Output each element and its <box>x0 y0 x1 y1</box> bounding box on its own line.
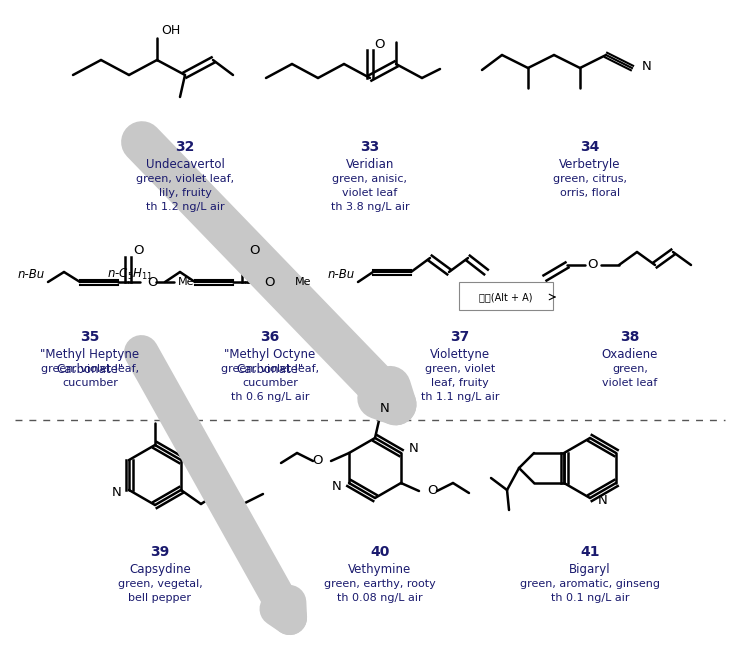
FancyBboxPatch shape <box>459 282 553 310</box>
Text: green, violet leaf,
cucumber
th 0.6 ng/L air: green, violet leaf, cucumber th 0.6 ng/L… <box>221 364 319 402</box>
Text: 37: 37 <box>451 330 470 344</box>
Text: Undecavertol: Undecavertol <box>146 158 224 171</box>
Text: Veridian: Veridian <box>346 158 394 171</box>
Text: OH: OH <box>161 24 181 37</box>
Text: Vethymine: Vethymine <box>349 563 411 576</box>
Text: Violettyne: Violettyne <box>430 348 490 361</box>
Text: N: N <box>111 485 121 498</box>
Text: 39: 39 <box>150 545 169 559</box>
Text: O: O <box>374 37 385 50</box>
Text: Oxadiene: Oxadiene <box>602 348 658 361</box>
Text: 32: 32 <box>175 140 195 154</box>
Text: green, aromatic, ginseng
th 0.1 ng/L air: green, aromatic, ginseng th 0.1 ng/L air <box>520 579 660 603</box>
Text: 34: 34 <box>580 140 599 154</box>
Text: n-C$_5$H$_{11}$: n-C$_5$H$_{11}$ <box>107 266 153 282</box>
Text: green, earthy, rooty
th 0.08 ng/L air: green, earthy, rooty th 0.08 ng/L air <box>324 579 436 603</box>
Text: O: O <box>427 485 437 498</box>
Text: green, anisic,
violet leaf
th 3.8 ng/L air: green, anisic, violet leaf th 3.8 ng/L a… <box>331 174 409 212</box>
Text: 40: 40 <box>370 545 390 559</box>
Text: N: N <box>380 402 390 415</box>
Text: N: N <box>642 60 652 73</box>
Text: N: N <box>598 494 608 508</box>
Text: green, citrus,
orris, floral: green, citrus, orris, floral <box>553 174 627 198</box>
Text: N: N <box>409 443 419 455</box>
Text: O: O <box>133 243 144 256</box>
Text: 截图(Alt + A): 截图(Alt + A) <box>480 292 533 302</box>
Text: "Methyl Octyne
Carbonate": "Methyl Octyne Carbonate" <box>224 348 316 376</box>
Text: O: O <box>249 243 260 256</box>
Text: O: O <box>147 275 158 288</box>
Text: green,
violet leaf: green, violet leaf <box>602 364 658 388</box>
Text: "Methyl Heptyne
Carbonate": "Methyl Heptyne Carbonate" <box>41 348 140 376</box>
Text: n-Bu: n-Bu <box>18 267 45 281</box>
Text: O: O <box>264 275 275 288</box>
Text: Me: Me <box>178 277 195 287</box>
Text: O: O <box>588 258 598 271</box>
Text: 35: 35 <box>81 330 100 344</box>
Text: O: O <box>312 455 323 468</box>
Text: green, violet
leaf, fruity
th 1.1 ng/L air: green, violet leaf, fruity th 1.1 ng/L a… <box>421 364 500 402</box>
Text: 38: 38 <box>620 330 639 344</box>
Text: Bigaryl: Bigaryl <box>569 563 610 576</box>
Text: 33: 33 <box>360 140 380 154</box>
Text: Me: Me <box>295 277 312 287</box>
Text: N: N <box>332 481 341 494</box>
Text: green, vegetal,
bell pepper: green, vegetal, bell pepper <box>118 579 202 603</box>
Text: 41: 41 <box>580 545 599 559</box>
Text: green, violet leaf,
lily, fruity
th 1.2 ng/L air: green, violet leaf, lily, fruity th 1.2 … <box>136 174 234 212</box>
Text: n-Bu: n-Bu <box>328 267 355 281</box>
Text: green, violet leaf,
cucumber: green, violet leaf, cucumber <box>41 364 139 388</box>
Text: Capsydine: Capsydine <box>129 563 191 576</box>
Text: Verbetryle: Verbetryle <box>559 158 621 171</box>
Text: 36: 36 <box>260 330 280 344</box>
